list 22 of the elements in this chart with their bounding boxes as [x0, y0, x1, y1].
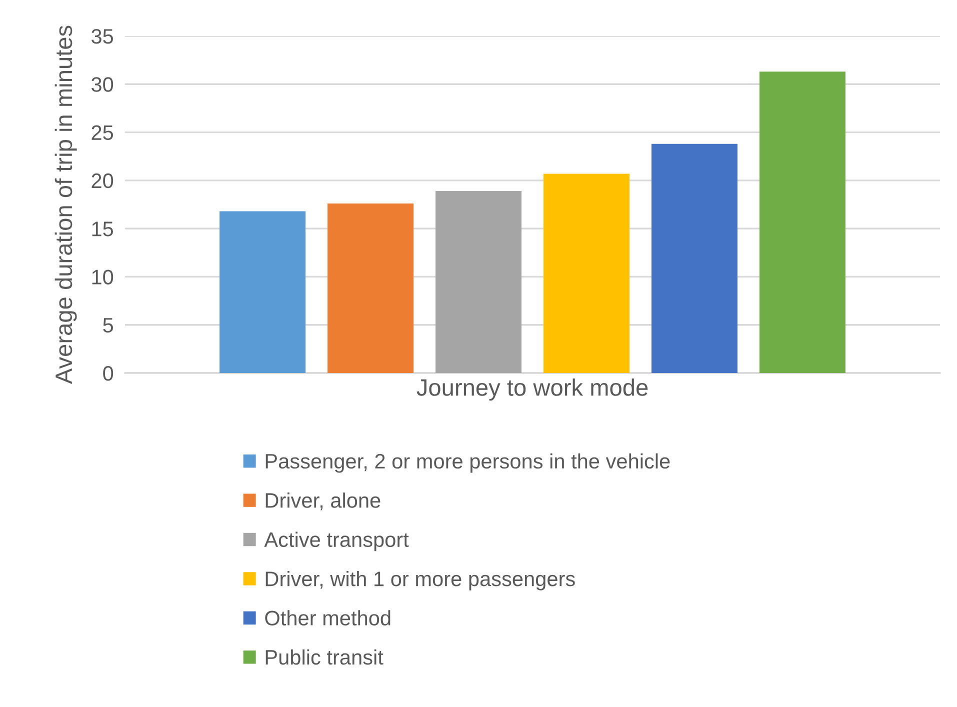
legend-label: Driver, with 1 or more passengers [266, 570, 575, 590]
y-axis-title: Average duration of trip in minutes [54, 26, 77, 384]
bar [544, 174, 630, 373]
bar [651, 144, 738, 373]
legend-label: Other method [265, 610, 390, 626]
y-tick-label: 10 [92, 270, 114, 284]
y-tick-label: 25 [92, 125, 114, 140]
legend-label: Driver, alone [266, 492, 380, 510]
bar [436, 191, 522, 373]
y-tick-label: 30 [92, 77, 114, 92]
bar [759, 72, 846, 373]
x-tick-label: Journey to work mode [416, 378, 648, 401]
legend-label: Passenger, 2 or more persons in the vehicle [266, 453, 670, 473]
bar [220, 211, 306, 373]
y-tick-label: 35 [92, 29, 114, 44]
legend-label: Public transit [266, 649, 384, 665]
y-tick-label: 5 [103, 318, 114, 333]
y-tick-label: 15 [92, 222, 114, 236]
bar [328, 204, 414, 373]
y-tick-label: 20 [92, 173, 114, 188]
legend-label: Active transport [264, 532, 409, 552]
y-tick-label: 0 [103, 366, 114, 381]
